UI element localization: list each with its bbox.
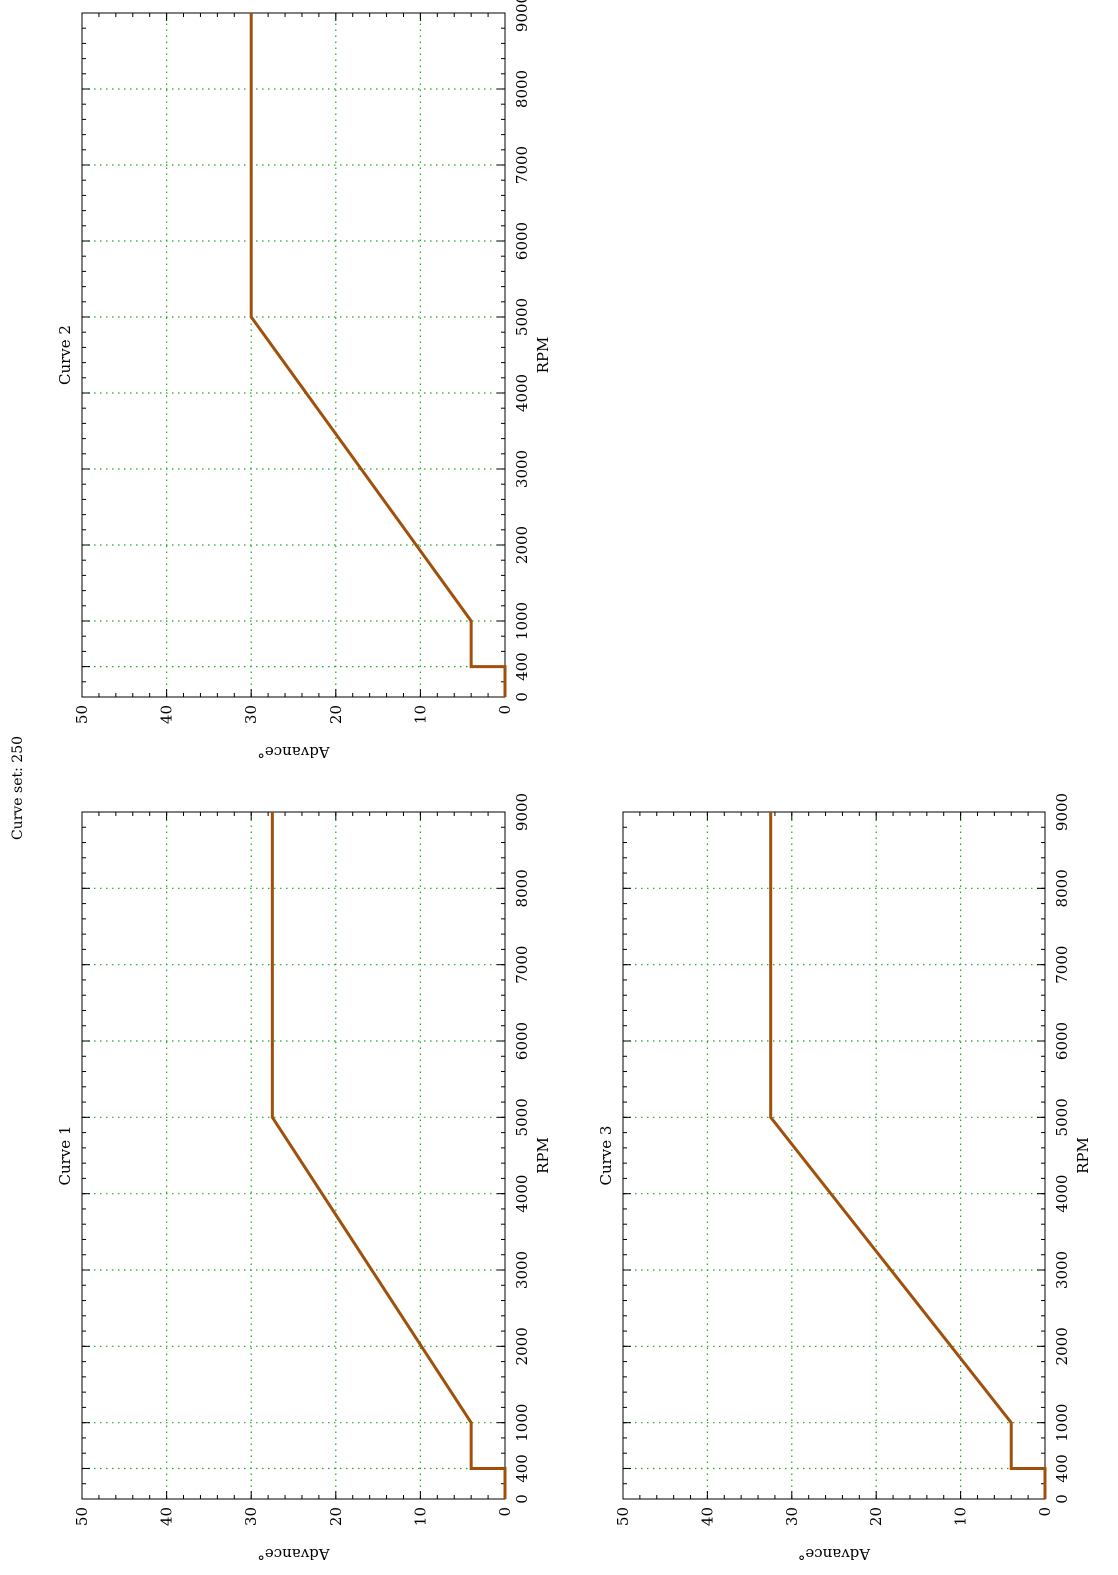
y-tick-label: 50 [73,705,91,724]
y-tick-label: 30 [242,705,260,724]
y-tick-label: 40 [158,1507,176,1526]
x-tick-label: 7000 [513,146,531,184]
y-tick-label: 10 [411,705,429,724]
x-tick-label: 9000 [513,793,531,831]
y-axis-label: Advance° [257,1545,330,1563]
x-tick-label: 8000 [513,869,531,907]
x-tick-label: 0 [1053,1494,1071,1504]
x-tick-label: 0 [513,1494,531,1504]
x-tick-label: 4000 [1053,1175,1071,1213]
x-tick-label: 0 [513,692,531,702]
y-axis-label: Advance° [798,1545,871,1563]
y-tick-label: 40 [698,1507,716,1526]
super-title: Curve set: 250 [10,736,26,840]
y-tick-label: 0 [496,705,514,715]
y-tick-label: 30 [242,1507,260,1526]
x-tick-label: 4000 [513,1175,531,1213]
y-tick-label: 20 [327,1507,345,1526]
x-tick-label: 6000 [1053,1022,1071,1060]
x-tick-label: 8000 [513,70,531,108]
plot-frame [81,811,506,1500]
plot-frame [81,12,506,698]
x-tick-label: 3000 [1053,1251,1071,1289]
x-tick-label: 400 [1053,1454,1071,1483]
chart-panel-2: 0400100020003000400050006000700080009000… [56,0,552,761]
y-tick-label: 0 [496,1507,514,1517]
x-axis-label: RPM [1074,1137,1092,1174]
y-tick-label: 0 [1036,1507,1054,1517]
x-tick-label: 3000 [513,1251,531,1289]
y-tick-label: 10 [411,1507,429,1526]
x-tick-label: 2000 [1053,1327,1071,1365]
x-tick-label: 8000 [1053,869,1071,907]
chart-title: Curve 3 [597,1126,615,1186]
y-tick-label: 50 [73,1507,91,1526]
y-axis-label: Advance° [257,743,330,761]
x-tick-label: 9000 [513,0,531,32]
x-tick-label: 4000 [513,374,531,412]
chart-title: Curve 2 [56,325,74,385]
x-tick-label: 2000 [513,1327,531,1365]
x-tick-label: 400 [513,1454,531,1483]
series-line [270,812,507,1499]
y-tick-label: 20 [327,705,345,724]
x-tick-label: 5000 [513,298,531,336]
x-tick-label: 6000 [513,222,531,260]
chart-panel-1: 0400100020003000400050006000700080009000… [56,793,552,1563]
x-tick-label: 5000 [1053,1098,1071,1136]
x-tick-label: 5000 [513,1098,531,1136]
plot-frame [622,811,1046,1500]
chart-title: Curve 1 [56,1126,74,1186]
x-tick-label: 7000 [1053,946,1071,984]
y-tick-label: 20 [867,1507,885,1526]
series-line [249,13,507,697]
x-tick-label: 6000 [513,1022,531,1060]
chart-panel-3: 0400100020003000400050006000700080009000… [597,793,1092,1563]
x-tick-label: 2000 [513,526,531,564]
y-tick-label: 50 [614,1507,632,1526]
x-axis-label: RPM [534,337,552,374]
y-tick-label: 40 [158,705,176,724]
y-tick-label: 10 [952,1507,970,1526]
x-tick-label: 1000 [513,1404,531,1442]
x-tick-label: 7000 [513,946,531,984]
x-tick-label: 1000 [513,602,531,640]
y-tick-label: 30 [783,1507,801,1526]
x-tick-label: 9000 [1053,793,1071,831]
x-axis-label: RPM [534,1137,552,1174]
x-tick-label: 1000 [1053,1404,1071,1442]
x-tick-label: 3000 [513,450,531,488]
series-line [769,812,1047,1499]
x-tick-label: 400 [513,652,531,681]
